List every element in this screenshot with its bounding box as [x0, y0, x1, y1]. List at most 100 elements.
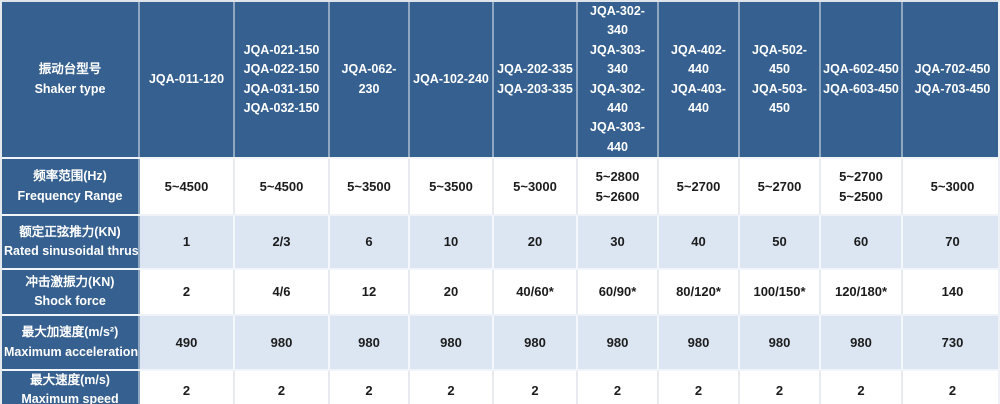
value-line: 5~4500 — [164, 178, 209, 194]
value-line: 2 — [182, 382, 191, 398]
value-cell: 980 — [577, 315, 659, 371]
model-line: JQA-302-440 — [590, 81, 645, 115]
row-label-cell: 额定正弦推力(KN) Rated sinusoidal thrust — [2, 215, 140, 270]
value-cell: 2 — [409, 370, 494, 404]
value-line: 980 — [270, 334, 293, 350]
row-label-cell: 冲击激振力(KN) Shock force — [2, 269, 140, 316]
model-header-cell: JQA-402-440 JQA-403-440 — [658, 2, 740, 159]
value-line: 980 — [687, 334, 710, 350]
value-cell: 490 — [139, 315, 235, 371]
row-label-en: Maximum speed — [21, 392, 119, 404]
value-cell: 2 — [820, 370, 903, 404]
value-line: 2 — [277, 382, 286, 398]
value-cell: 2 — [902, 370, 998, 404]
value-cell: 2 — [493, 370, 578, 404]
value-line: 980 — [358, 334, 380, 350]
row-label-zh: 振动台型号 — [38, 62, 102, 77]
value-line: 980 — [606, 334, 629, 350]
value-cell: 980 — [329, 315, 410, 371]
table-row: 频率范围(Hz) Frequency Range 5~4500 5~4500 5~350… — [2, 158, 998, 216]
value-line: 2 — [531, 382, 539, 398]
value-line: 5~3500 — [347, 178, 391, 194]
value-cell: 980 — [658, 315, 740, 371]
model-header-cell: JQA-502-450 JQA-503-450 — [739, 2, 821, 159]
row-label-cell: 振动台型号 Shaker type — [2, 2, 140, 159]
row-label-zh: 频率范围(Hz) — [33, 169, 107, 184]
value-line: 5~2500 — [839, 188, 883, 204]
row-label-en: Shaker type — [34, 81, 106, 96]
value-cell: 30 — [577, 215, 659, 270]
value-line: 100/150* — [753, 284, 806, 300]
model-header-cell: JQA-021-150 JQA-022-150 JQA-031-150 JQA-032… — [234, 2, 330, 159]
value-cell: 980 — [493, 315, 578, 371]
model-line: JQA-703-450 — [914, 81, 991, 96]
value-line: 2 — [613, 382, 622, 398]
value-line: 2 — [365, 382, 373, 398]
value-line: 60 — [853, 234, 869, 250]
value-line: 120/180* — [834, 284, 888, 300]
model-line: JQA-702-450 — [914, 62, 991, 77]
value-line: 5~2700 — [839, 169, 883, 184]
table-row: 最大速度(m/s) Maximum speed 2 2 2 2 2 2 2 2 2 2 — [2, 370, 998, 404]
value-cell: 2 — [329, 370, 410, 404]
value-cell: 4/6 — [234, 269, 330, 316]
value-cell: 70 — [902, 215, 998, 270]
value-line: 20 — [527, 234, 543, 250]
model-header-cell: JQA-102-240 — [409, 2, 494, 159]
value-line: 80/120* — [676, 284, 721, 300]
value-line: 1 — [182, 234, 191, 250]
value-line: 5~2700 — [757, 178, 802, 194]
model-line: JQA-202-335 — [497, 62, 573, 77]
row-label-cell: 频率范围(Hz) Frequency Range — [2, 158, 140, 216]
value-cell: 980 — [409, 315, 494, 371]
value-line: 2 — [857, 382, 865, 398]
value-line: 5~2800 — [595, 169, 640, 184]
value-line: 2 — [694, 382, 703, 398]
value-cell: 980 — [234, 315, 330, 371]
value-cell: 60/90* — [577, 269, 659, 316]
value-line: 5~3000 — [513, 178, 557, 194]
value-line: 30 — [610, 234, 625, 250]
model-header-cell: JQA-302-340 JQA-303-340 JQA-302-440 JQA-303… — [577, 2, 659, 159]
value-cell: 730 — [902, 315, 998, 371]
model-line: JQA-011-120 — [148, 71, 225, 86]
row-label-cell: 最大加速度(m/s²) Maximum acceleration — [2, 315, 140, 371]
value-cell: 40/60* — [493, 269, 578, 316]
value-cell: 40 — [658, 215, 740, 270]
value-cell: 2 — [234, 370, 330, 404]
value-line: 40/60* — [516, 284, 554, 300]
value-line: 980 — [768, 334, 791, 350]
value-cell: 5~4500 — [139, 158, 235, 216]
model-line: JQA-403-440 — [671, 81, 726, 115]
model-header-cell: JQA-702-450 JQA-703-450 — [902, 2, 998, 159]
value-cell: 5~3000 — [902, 158, 998, 216]
model-line: JQA-302-340 — [590, 4, 645, 38]
value-line: 980 — [440, 334, 462, 350]
model-line: JQA-603-450 — [823, 81, 899, 96]
value-cell: 20 — [409, 269, 494, 316]
row-label-zh: 最大加速度(m/s²) — [21, 325, 119, 340]
value-cell: 10 — [409, 215, 494, 270]
value-line: 40 — [691, 234, 706, 250]
model-line: JQA-502-450 — [752, 42, 807, 77]
value-cell: 5~2800 5~2600 — [577, 158, 659, 216]
value-cell: 50 — [739, 215, 821, 270]
value-line: 140 — [941, 284, 964, 300]
value-line: 2 — [182, 284, 191, 300]
row-label-zh: 额定正弦推力(KN) — [19, 224, 121, 239]
value-line: 2 — [775, 382, 784, 398]
value-cell: 20 — [493, 215, 578, 270]
value-line: 980 — [524, 334, 546, 350]
value-line: 4/6 — [272, 284, 291, 300]
table-row: 冲击激振力(KN) Shock force 2 4/6 12 20 40/60* 60/90*… — [2, 269, 998, 316]
value-cell: 980 — [820, 315, 903, 371]
value-cell: 2 — [577, 370, 659, 404]
value-line: 50 — [772, 234, 787, 250]
model-line: JQA-203-335 — [497, 81, 573, 96]
value-line: 5~3000 — [930, 178, 975, 194]
row-label-zh: 冲击激振力(KN) — [25, 274, 115, 289]
value-cell: 980 — [739, 315, 821, 371]
value-line: 20 — [443, 284, 459, 300]
model-line: JQA-062-230 — [341, 62, 397, 96]
